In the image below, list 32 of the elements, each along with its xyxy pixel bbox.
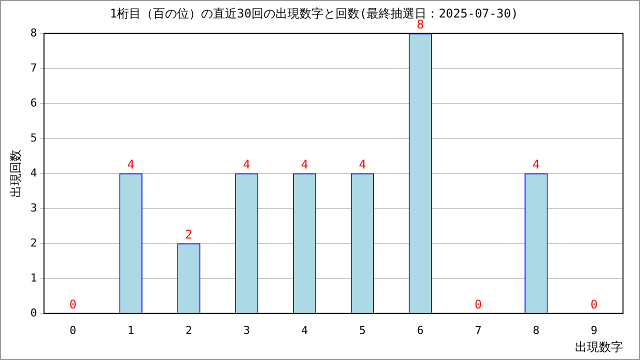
data-label: 4 (532, 158, 540, 172)
data-label: 4 (243, 158, 250, 172)
data-label: 4 (358, 158, 366, 172)
y-tick-label: 0 (30, 306, 38, 320)
x-tick-label: 5 (359, 324, 366, 337)
y-tick-label: 7 (30, 61, 38, 74)
data-label: 0 (474, 298, 482, 312)
data-label: 4 (127, 158, 134, 172)
x-tick-label: 6 (417, 324, 424, 337)
x-tick-label: 2 (185, 324, 192, 337)
data-label: 0 (69, 298, 77, 312)
x-tick-label: 1 (128, 324, 134, 337)
data-label: 8 (416, 18, 424, 32)
x-tick-label: 9 (590, 324, 598, 337)
chart-title: 1桁目（百の位）の直近30回の出現数字と回数(最終抽選日：2025-07-30) (110, 6, 518, 20)
data-label: 0 (590, 298, 598, 312)
y-tick-label: 8 (30, 26, 38, 40)
x-tick-label: 8 (532, 324, 540, 337)
x-tick-label: 3 (243, 324, 250, 337)
x-tick-label: 4 (301, 324, 308, 337)
y-axis-title: 出現回数 (8, 149, 22, 198)
y-tick-label: 2 (30, 236, 38, 250)
x-tick-label: 0 (70, 324, 76, 337)
y-tick-label: 3 (30, 201, 38, 214)
x-tick-label: 7 (474, 324, 482, 337)
y-tick-label: 5 (30, 131, 38, 144)
y-tick-label: 1 (30, 271, 38, 284)
data-label: 2 (185, 228, 192, 242)
x-axis-title: 出現数字 (575, 340, 623, 354)
y-tick-label: 6 (30, 96, 38, 110)
data-label: 4 (300, 158, 308, 172)
y-tick-label: 4 (30, 166, 38, 180)
